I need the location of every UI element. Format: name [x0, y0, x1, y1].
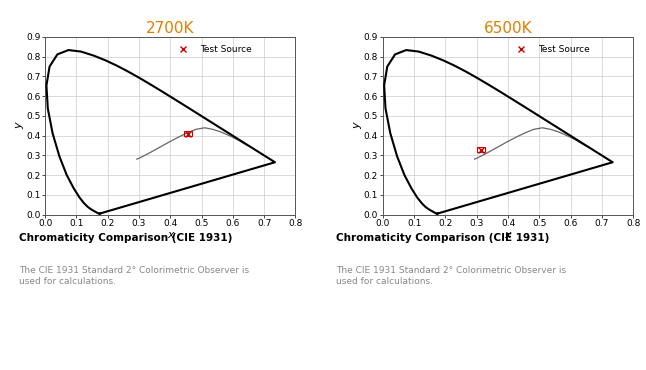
- Text: The CIE 1931 Standard 2° Colorimetric Observer is
used for calculations.: The CIE 1931 Standard 2° Colorimetric Ob…: [19, 266, 249, 286]
- Text: The CIE 1931 Standard 2° Colorimetric Observer is
used for calculations.: The CIE 1931 Standard 2° Colorimetric Ob…: [336, 266, 566, 286]
- Text: Chromaticity Comparison (CIE 1931): Chromaticity Comparison (CIE 1931): [19, 233, 233, 243]
- X-axis label: x: x: [167, 230, 174, 240]
- Y-axis label: y: y: [352, 122, 362, 129]
- Title: 6500K: 6500K: [484, 21, 532, 36]
- Bar: [184, 131, 193, 136]
- X-axis label: x: x: [505, 230, 512, 240]
- Y-axis label: y: y: [15, 122, 25, 129]
- Text: Test Source: Test Source: [538, 45, 590, 54]
- Text: Test Source: Test Source: [200, 45, 252, 54]
- Text: Chromaticity Comparison (CIE 1931): Chromaticity Comparison (CIE 1931): [336, 233, 549, 243]
- Title: 2700K: 2700K: [146, 21, 194, 36]
- Bar: [477, 147, 484, 152]
